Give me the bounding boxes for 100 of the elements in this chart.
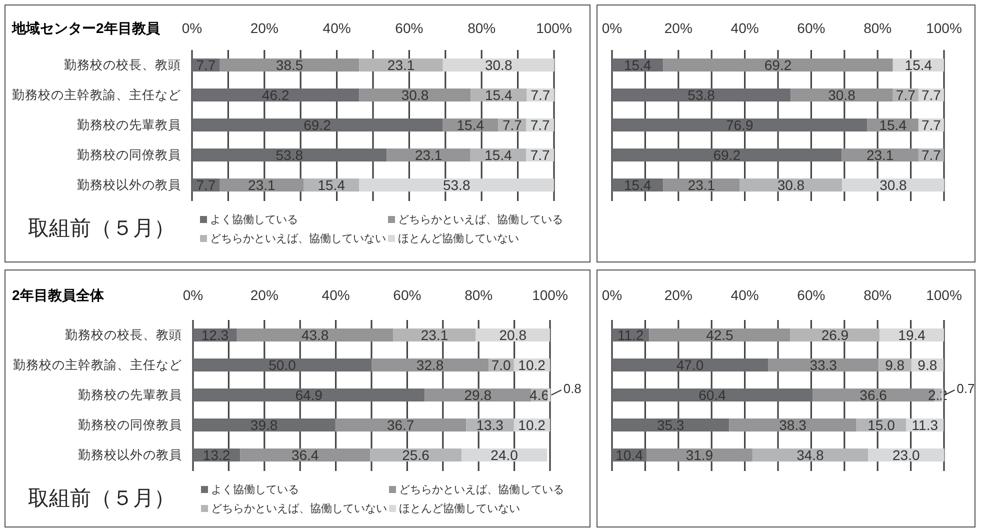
- y-tick-label: 勤務校の同僚教員: [77, 148, 181, 162]
- data-label: 69.2: [764, 57, 792, 73]
- bar: [193, 358, 372, 372]
- legend-title: 取組前（５月）: [28, 487, 175, 510]
- x-tick-label: 100%: [926, 287, 962, 303]
- x-tick-label: 40%: [322, 20, 351, 36]
- bar: [220, 58, 360, 72]
- data-label: 15.4: [484, 87, 512, 103]
- x-tick-label: 0%: [182, 287, 204, 303]
- bar: [193, 388, 425, 402]
- x-tick-label: 0%: [602, 20, 622, 36]
- text: 2年目教員全体: [12, 287, 105, 303]
- data-label: 60.4: [698, 387, 726, 403]
- x-tick-label: 80%: [864, 20, 892, 36]
- data-label: 15.4: [318, 177, 346, 193]
- data-label: 64.9: [295, 387, 323, 403]
- x-tick-label: 20%: [664, 20, 692, 36]
- data-label: 43.8: [301, 327, 329, 343]
- data-label: 39.8: [250, 417, 278, 433]
- data-label: 30.8: [828, 87, 856, 103]
- y-tick-label: 勤務校の同僚教員: [78, 418, 182, 432]
- bar: [192, 118, 443, 132]
- data-label: 20.8: [499, 327, 527, 343]
- x-tick-label: 80%: [464, 287, 493, 303]
- data-label: 7.0: [491, 357, 512, 373]
- data-label: 7.7: [196, 57, 216, 73]
- bar: [335, 418, 466, 432]
- x-tick-label: 40%: [730, 287, 759, 303]
- data-label: 23.1: [248, 177, 276, 193]
- legend-label: どちらかといえば、協働している: [398, 213, 563, 226]
- data-label: 7.7: [921, 147, 942, 163]
- data-label: 30.8: [484, 57, 512, 73]
- data-label: 30.8: [401, 87, 429, 103]
- data-label: 36.6: [860, 387, 888, 403]
- bar: [663, 58, 893, 72]
- bar: [612, 148, 842, 162]
- data-label: 10.4: [616, 447, 644, 463]
- data-label: 30.8: [880, 177, 908, 193]
- x-tick-label: 0%: [602, 287, 622, 303]
- bar: [359, 178, 554, 192]
- legend-label: どちらかといえば、協働していない: [210, 232, 386, 245]
- data-label: 7.7: [921, 117, 942, 133]
- bar: [729, 418, 856, 432]
- data-label: 46.2: [262, 87, 290, 103]
- x-tick-label: 60%: [393, 287, 422, 303]
- bar: [442, 58, 554, 72]
- data-label: 23.1: [414, 147, 442, 163]
- bar: [192, 148, 387, 162]
- x-tick-label: 80%: [468, 20, 496, 36]
- data-label: 11.2: [617, 327, 644, 343]
- data-label: 38.5: [276, 57, 304, 73]
- bar: [740, 178, 842, 192]
- data-label: 15.4: [624, 177, 652, 193]
- legend-title: 取組前（５月）: [28, 217, 175, 240]
- bar: [370, 448, 462, 462]
- data-label: 7.7: [921, 87, 942, 103]
- data-label: 23.0: [892, 447, 920, 463]
- bar: [359, 58, 443, 72]
- bar: [752, 448, 868, 462]
- legend-label: ほとんど協働していない: [399, 502, 520, 515]
- data-label: 24.0: [490, 447, 518, 463]
- y-tick-label: 勤務校の主幹教諭、主任など: [13, 357, 182, 372]
- data-label: 35.3: [656, 417, 684, 433]
- data-label: 36.4: [291, 447, 319, 463]
- data-label: 15.4: [879, 117, 907, 133]
- data-label: 13.3: [476, 417, 504, 433]
- bar: [842, 148, 918, 162]
- data-label: 69.2: [304, 117, 332, 133]
- legend-label: よく協働している: [211, 483, 299, 496]
- data-label: 7.7: [530, 147, 550, 163]
- data-label: 34.8: [796, 447, 824, 463]
- bar: [663, 178, 740, 192]
- data-label: 10.2: [518, 357, 546, 373]
- legend-label: よく協働している: [210, 213, 298, 226]
- data-label: 15.4: [484, 147, 512, 163]
- data-label: 0.8: [563, 381, 582, 396]
- x-tick-label: 60%: [797, 287, 826, 303]
- data-label: 7.7: [502, 117, 522, 133]
- data-label: 23.1: [387, 57, 415, 73]
- data-label: 0.7: [956, 381, 975, 396]
- data-label: 15.4: [624, 57, 652, 73]
- data-label: 13.2: [202, 447, 230, 463]
- bar: [236, 328, 394, 342]
- bar: [612, 118, 868, 132]
- data-label: 50.0: [268, 357, 296, 373]
- data-label: 26.9: [821, 327, 849, 343]
- chart-title: 地域センター2年目教員: [11, 20, 161, 36]
- data-label: 29.8: [464, 387, 492, 403]
- x-tick-label: 80%: [864, 287, 892, 303]
- data-label: 30.8: [777, 177, 805, 193]
- data-label: 32.8: [416, 357, 444, 373]
- bar: [372, 358, 489, 372]
- data-label: 11.3: [912, 417, 938, 433]
- data-label: 23.1: [420, 327, 448, 343]
- x-tick-label: 40%: [322, 287, 350, 303]
- bar: [192, 88, 360, 102]
- data-label: 15.4: [904, 57, 932, 73]
- data-label: 38.3: [779, 417, 807, 433]
- bar: [193, 418, 336, 432]
- bar: [790, 88, 893, 102]
